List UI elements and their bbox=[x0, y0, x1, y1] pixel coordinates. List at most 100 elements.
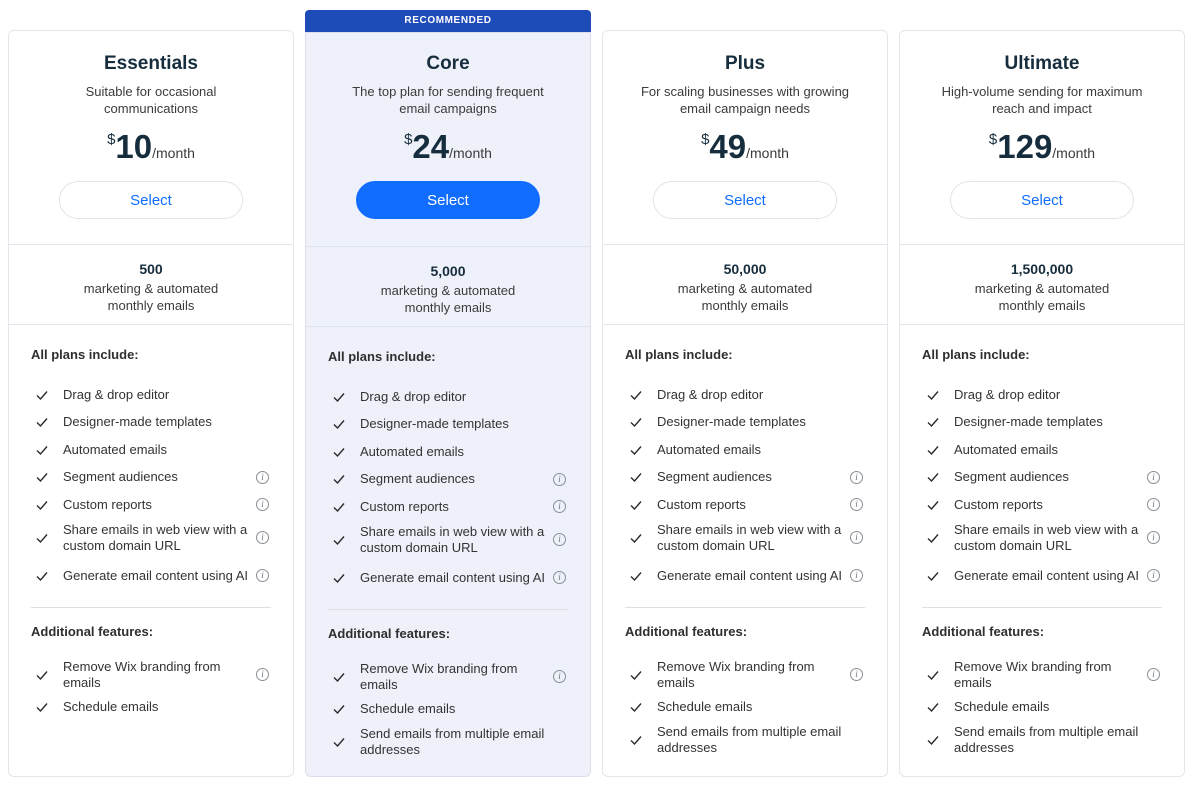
email-quota: 500 marketing & automated monthly emails bbox=[9, 245, 293, 325]
plan-name: Essentials bbox=[104, 53, 198, 74]
feature-label: Schedule emails bbox=[360, 701, 456, 717]
check-icon bbox=[36, 670, 48, 680]
feature-item: Designer-made templates bbox=[31, 409, 271, 437]
info-icon[interactable]: i bbox=[850, 498, 863, 512]
check-icon bbox=[630, 445, 642, 455]
feature-label: Segment audiences bbox=[954, 469, 1069, 485]
feature-label: Designer-made templates bbox=[360, 416, 509, 432]
info-icon[interactable]: i bbox=[850, 668, 863, 681]
check-icon bbox=[630, 571, 642, 581]
info-icon[interactable]: i bbox=[850, 470, 863, 484]
plan-card: Ultimate High-volume sending for maximum… bbox=[899, 30, 1185, 777]
info-icon[interactable]: i bbox=[256, 470, 269, 484]
plan-description: For scaling businesses with growing emai… bbox=[640, 84, 850, 116]
additional-features-heading: Additional features: bbox=[922, 623, 1045, 639]
feature-label: Send emails from multiple email addresse… bbox=[360, 726, 545, 757]
select-button[interactable]: Select bbox=[653, 181, 837, 219]
plan-card: Plus For scaling businesses with growing… bbox=[602, 30, 888, 777]
info-icon[interactable]: i bbox=[256, 668, 269, 681]
info-icon[interactable]: i bbox=[553, 571, 566, 584]
info-icon[interactable]: i bbox=[256, 531, 269, 544]
price-period: /month bbox=[152, 145, 195, 161]
info-icon[interactable]: i bbox=[1147, 569, 1160, 582]
email-quota-count: 500 bbox=[139, 261, 163, 277]
additional-features-list: Remove Wix branding from emails i Schedule… bbox=[328, 658, 568, 762]
select-button[interactable]: Select bbox=[950, 181, 1134, 219]
check-icon bbox=[333, 502, 345, 512]
feature-label: Drag & drop editor bbox=[360, 388, 467, 404]
feature-label: Designer-made templates bbox=[63, 414, 212, 430]
check-icon bbox=[927, 473, 939, 483]
check-icon bbox=[630, 533, 642, 543]
additional-feature-item: Remove Wix branding from emails i bbox=[31, 656, 271, 694]
features-section: All plans include: Drag & drop editor Des… bbox=[306, 327, 590, 761]
feature-item: Generate email content using AI i bbox=[625, 557, 865, 595]
features-section: All plans include: Drag & drop editor Des… bbox=[900, 325, 1184, 759]
additional-features-heading: Additional features: bbox=[31, 623, 154, 639]
info-icon[interactable]: i bbox=[1147, 668, 1160, 681]
feature-item: Generate email content using AI i bbox=[328, 559, 568, 597]
select-button[interactable]: Select bbox=[59, 181, 243, 219]
feature-item: Custom reports i bbox=[922, 491, 1162, 519]
feature-item: Designer-made templates bbox=[328, 411, 568, 439]
feature-label: Generate email content using AI bbox=[657, 567, 843, 583]
check-icon bbox=[927, 533, 939, 543]
plan-description: The top plan for sending frequent email … bbox=[352, 84, 544, 116]
plan-price: $ 10 /month bbox=[9, 127, 293, 167]
price-amount: 10 bbox=[115, 128, 153, 165]
email-quota: 50,000 marketing & automated monthly ema… bbox=[603, 245, 887, 325]
info-icon[interactable]: i bbox=[553, 670, 566, 683]
info-icon[interactable]: i bbox=[850, 569, 863, 582]
additional-feature-item: Send emails from multiple email addresse… bbox=[922, 721, 1162, 759]
additional-feature-item: Schedule emails bbox=[31, 694, 271, 722]
feature-label: Send emails from multiple email addresse… bbox=[954, 724, 1139, 755]
additional-feature-item: Send emails from multiple email addresse… bbox=[328, 723, 568, 761]
feature-label: Generate email content using AI bbox=[954, 567, 1140, 583]
info-icon[interactable]: i bbox=[1147, 470, 1160, 484]
feature-label: Automated emails bbox=[360, 443, 465, 459]
info-icon[interactable]: i bbox=[1147, 531, 1160, 544]
divider bbox=[328, 608, 568, 610]
info-icon[interactable]: i bbox=[553, 533, 566, 546]
feature-item: Automated emails bbox=[31, 436, 271, 464]
price-period: /month bbox=[1052, 145, 1096, 161]
check-icon bbox=[630, 736, 642, 746]
price-amount: 24 bbox=[412, 128, 450, 165]
additional-feature-item: Schedule emails bbox=[625, 694, 865, 722]
feature-item: Segment audiences i bbox=[922, 464, 1162, 492]
divider bbox=[922, 606, 1162, 608]
info-icon[interactable]: i bbox=[850, 531, 863, 544]
info-icon[interactable]: i bbox=[553, 500, 566, 514]
info-icon[interactable]: i bbox=[553, 472, 566, 486]
email-quota-label: marketing & automated monthly emails bbox=[380, 283, 516, 315]
feature-item: Drag & drop editor bbox=[625, 381, 865, 409]
feature-item: Automated emails bbox=[328, 438, 568, 466]
feature-item: Custom reports i bbox=[625, 491, 865, 519]
email-quota-label: marketing & automated monthly emails bbox=[83, 281, 219, 313]
info-icon[interactable]: i bbox=[256, 498, 269, 512]
check-icon bbox=[630, 703, 642, 713]
feature-label: Automated emails bbox=[954, 441, 1059, 457]
plan-description: Suitable for occasional communications bbox=[85, 84, 217, 116]
divider bbox=[625, 606, 865, 608]
feature-item: Custom reports i bbox=[31, 491, 271, 519]
info-icon[interactable]: i bbox=[256, 569, 269, 582]
price-currency: $ bbox=[701, 131, 710, 148]
check-icon bbox=[927, 445, 939, 455]
select-button[interactable]: Select bbox=[356, 181, 540, 219]
check-icon bbox=[333, 447, 345, 457]
email-quota: 5,000 marketing & automated monthly emai… bbox=[306, 247, 590, 327]
feature-label: Segment audiences bbox=[657, 469, 772, 485]
additional-feature-item: Remove Wix branding from emails i bbox=[922, 656, 1162, 694]
feature-label: Schedule emails bbox=[657, 699, 753, 715]
feature-label: Drag & drop editor bbox=[63, 386, 170, 402]
feature-item: Segment audiences i bbox=[328, 466, 568, 494]
check-icon bbox=[36, 500, 48, 510]
info-icon[interactable]: i bbox=[1147, 498, 1160, 512]
feature-item: Drag & drop editor bbox=[922, 381, 1162, 409]
check-icon bbox=[630, 670, 642, 680]
check-icon bbox=[333, 475, 345, 485]
additional-features-list: Remove Wix branding from emails i Schedule… bbox=[625, 656, 865, 760]
feature-item: Share emails in web view with a custom d… bbox=[31, 519, 271, 557]
plan-name: Ultimate bbox=[1004, 53, 1080, 74]
